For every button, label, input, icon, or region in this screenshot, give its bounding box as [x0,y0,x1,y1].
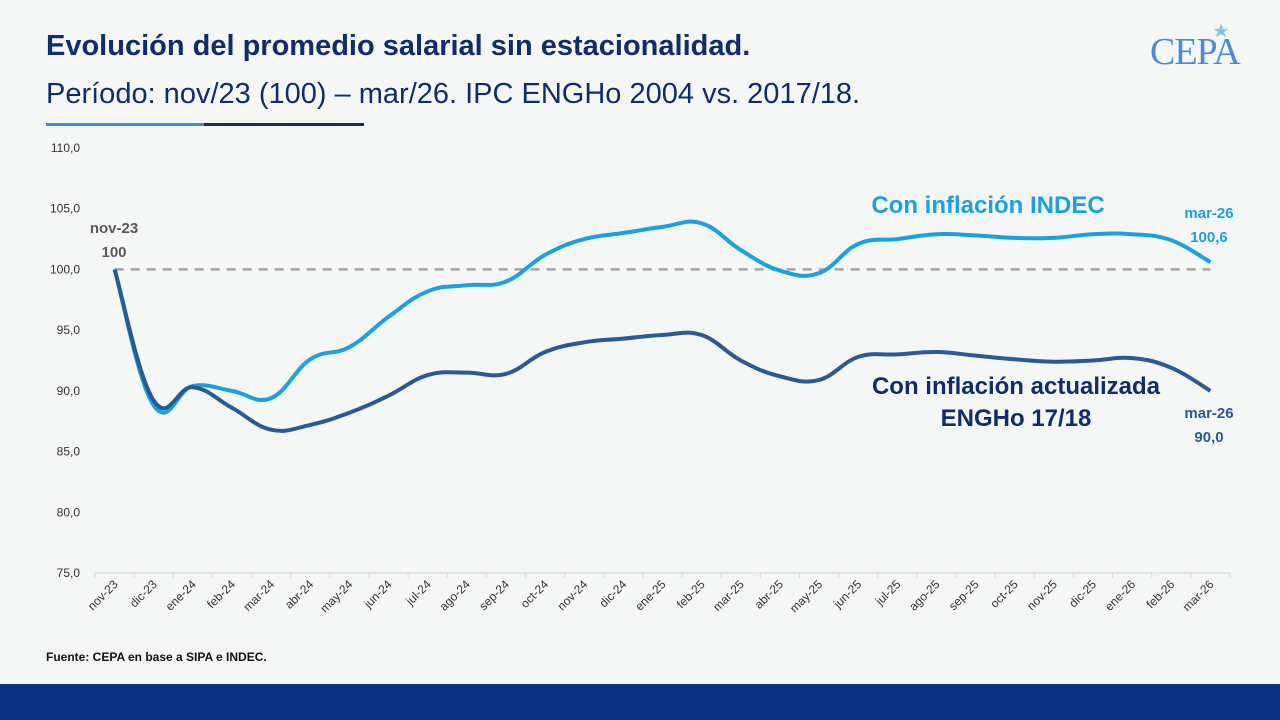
x-tick-label: mar-25 [710,577,747,614]
x-tick-label: nov-24 [554,577,590,613]
x-tick-label: may-25 [787,577,825,615]
y-tick-label: 80,0 [57,505,81,519]
x-tick-label: ene-24 [163,577,200,614]
series-label-engho-line2: ENGHo 17/18 [941,405,1092,432]
title-underline-dark [204,123,364,126]
x-tick-label: abr-25 [752,577,787,612]
x-tick-label: dic-23 [127,577,160,610]
y-tick-label: 105,0 [50,202,80,216]
footer-bar [0,684,1280,720]
x-tick-label: mar-24 [240,577,277,614]
x-tick-label: ene-25 [632,577,669,614]
cepa-logo: CEPA [1150,31,1241,73]
y-tick-label: 110,0 [51,141,80,155]
x-tick-label: oct-25 [987,577,1021,611]
chart-title: Evolución del promedio salarial sin esta… [46,30,751,62]
y-tick-label: 100,0 [50,262,80,276]
y-tick-label: 95,0 [57,323,81,337]
annotation-start-date: nov-23 [90,220,138,237]
annotation-end-engho-value: 90,0 [1194,429,1223,446]
annotation-end-indec-date: mar-26 [1184,205,1233,222]
source-note: Fuente: CEPA en base a SIPA e INDEC. [46,650,267,664]
x-tick-label: feb-24 [204,577,238,611]
x-tick-label: abr-24 [282,577,317,612]
y-tick-label: 90,0 [57,384,81,398]
x-tick-label: ago-25 [906,577,943,614]
x-tick-label: ene-26 [1102,577,1139,614]
x-tick-label: sep-24 [476,577,512,613]
x-tick-label: dic-25 [1066,577,1099,610]
series-label-engho-line1: Con inflación actualizada [872,373,1161,400]
annotation-end-engho-date: mar-26 [1184,405,1233,422]
x-tick-label: nov-23 [85,577,121,613]
y-tick-label: 75,0 [57,566,81,580]
x-tick-label: oct-24 [518,577,552,611]
x-tick-label: feb-25 [674,577,708,611]
series-label-indec: Con inflación INDEC [871,192,1104,219]
logo-star-icon [1214,24,1228,37]
annotation-start-value: 100 [101,244,126,261]
x-tick-label: mar-26 [1180,577,1217,614]
x-tick-label: dic-24 [596,577,629,610]
x-tick-label: nov-25 [1024,577,1060,613]
chart-subtitle: Período: nov/23 (100) – mar/26. IPC ENGH… [46,78,861,110]
x-tick-label: sep-25 [946,577,982,613]
series-line-engho [112,268,1212,433]
series-line-indec [112,219,1212,415]
y-tick-label: 85,0 [57,445,81,459]
x-tick-label: feb-26 [1143,577,1177,611]
annotation-end-indec-value: 100,6 [1190,229,1228,246]
x-tick-label: jun-25 [830,577,864,611]
x-tick-label: jul-25 [872,577,904,609]
x-tick-label: ago-24 [437,577,474,614]
title-underline-light [46,123,204,126]
line-chart: 75,0 80,0 85,0 90,0 95,0 100,0 105,0 110,0 nov-2… [50,141,1234,615]
x-tick-label: jun-24 [360,577,394,611]
x-tick-label: may-24 [317,577,355,615]
x-tick-label: jul-24 [402,577,434,609]
